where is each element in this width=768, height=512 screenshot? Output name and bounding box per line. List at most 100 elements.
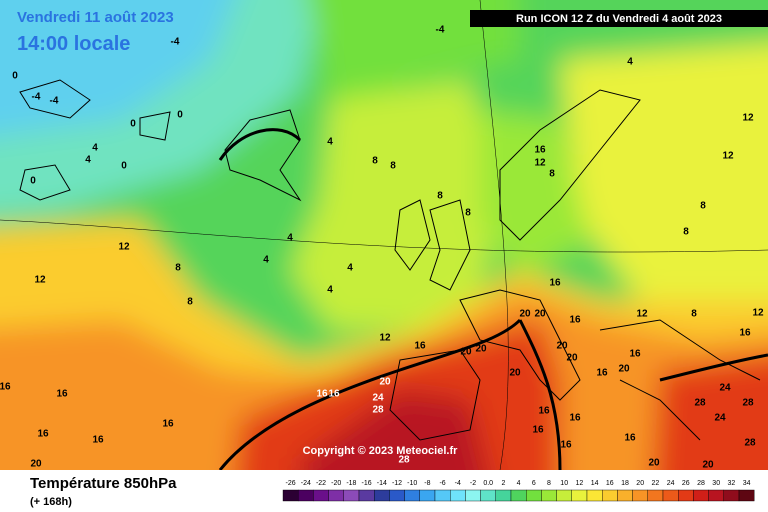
contour-label: 16 <box>549 278 561 289</box>
contour-label: 0 <box>12 71 18 82</box>
contour-label: 20 <box>534 309 546 320</box>
contour-label: 16 <box>538 406 550 417</box>
footer-title: Température 850hPa <box>30 475 177 492</box>
scale-swatch <box>313 489 329 502</box>
contour-label: 12 <box>34 275 46 286</box>
scale-swatch <box>526 489 542 502</box>
scale-swatch <box>298 489 314 502</box>
scale-label: -22 <box>316 480 326 487</box>
contour-label: 20 <box>618 364 630 375</box>
scale-label: 28 <box>697 480 705 487</box>
scale-label: 8 <box>547 480 551 487</box>
contour-label: 12 <box>118 242 130 253</box>
contour-label: 0 <box>30 176 36 187</box>
scale-swatch <box>404 489 421 502</box>
run-label: Run ICON 12 Z du Vendredi 4 août 2023 <box>516 13 722 25</box>
scale-swatch <box>571 489 588 502</box>
scale-swatch <box>480 489 497 502</box>
contour-label: 4 <box>287 233 293 244</box>
contour-label: 16 <box>739 328 751 339</box>
contour-label: 4 <box>92 143 98 154</box>
scale-label: 18 <box>621 480 629 487</box>
contour-label: 8 <box>683 227 689 238</box>
contour-label: 8 <box>390 161 396 172</box>
contour-label: 20 <box>379 377 391 388</box>
contour-label: 16 <box>569 315 581 326</box>
contour-label: 12 <box>534 158 546 169</box>
contour-label: 8 <box>175 263 181 274</box>
scale-swatch <box>693 489 709 502</box>
scale-swatch <box>617 489 633 502</box>
scale-label: -16 <box>362 480 372 487</box>
contour-label: 20 <box>566 353 578 364</box>
scale-swatch <box>328 489 345 502</box>
scale-label: -12 <box>392 480 402 487</box>
contour-label: 20 <box>30 459 42 470</box>
footer: Température 850hPa (+ 168h) -26 -24 -22 -2 0… <box>30 475 755 508</box>
contour-label: 28 <box>694 398 706 409</box>
scale-label: 0.0 <box>483 480 493 487</box>
scale-label: 2 <box>501 480 505 487</box>
contour-label: 20 <box>519 309 531 320</box>
scale-label: 14 <box>591 480 599 487</box>
scale-label: -24 <box>301 480 311 487</box>
scale-label: -18 <box>346 480 356 487</box>
scale-swatch <box>678 489 694 502</box>
contour-label: 4 <box>327 285 333 296</box>
run-box <box>470 10 768 27</box>
contour-label: 16 <box>316 389 328 400</box>
contour-label: 20 <box>460 347 472 358</box>
contour-label: 16 <box>532 425 544 436</box>
scale-swatch <box>358 489 375 502</box>
scale-swatch <box>723 489 740 502</box>
scale-label: -10 <box>407 480 417 487</box>
scale-label: 4 <box>517 480 521 487</box>
contour-label: 16 <box>328 389 340 400</box>
contour-label: -4 <box>171 37 180 48</box>
contour-label: 12 <box>636 309 648 320</box>
scale-swatch <box>510 489 527 502</box>
scale-label: -14 <box>377 480 387 487</box>
scale-swatch <box>647 489 664 502</box>
scale-label: -26 <box>286 480 296 487</box>
scale-label: 30 <box>712 480 720 487</box>
scale-label: 22 <box>652 480 660 487</box>
contour-label: 8 <box>549 169 555 180</box>
contour-label: 20 <box>702 460 714 470</box>
contour-label: 24 <box>714 413 726 424</box>
scale-label: -4 <box>455 480 461 487</box>
isotherms <box>218 128 768 470</box>
graticule <box>0 0 768 470</box>
contour-label: 16 <box>92 435 104 446</box>
contour-label: 12 <box>742 113 754 124</box>
contour-label: 24 <box>372 393 384 404</box>
contour-label: 16 <box>37 429 49 440</box>
contour-label: 20 <box>475 344 487 355</box>
contour-label: 8 <box>465 208 471 219</box>
scale-swatch <box>662 489 679 502</box>
scale-label: -6 <box>439 480 445 487</box>
copyright: Copyright © 2023 Meteociel.fr <box>303 445 459 457</box>
scale-label: 10 <box>560 480 568 487</box>
contour-label: 0 <box>130 119 136 130</box>
contour-label: 16 <box>56 389 68 400</box>
footer-lead: (+ 168h) <box>30 496 72 508</box>
contour-label: 4 <box>627 57 633 68</box>
scale-label: -2 <box>470 480 476 487</box>
contour-label: 16 <box>162 419 174 430</box>
scale-label: 12 <box>576 480 584 487</box>
contour-label: 4 <box>85 155 91 166</box>
scale-swatch <box>632 489 648 502</box>
scale-label: 24 <box>667 480 675 487</box>
contour-label: 4 <box>347 263 353 274</box>
date-title: Vendredi 11 août 2023 <box>17 9 174 26</box>
scale-swatch <box>343 489 360 502</box>
scale-swatch <box>738 489 755 502</box>
contour-label: 28 <box>742 398 754 409</box>
contour-label: 0 <box>121 161 127 172</box>
scale-label: 16 <box>606 480 614 487</box>
scale-swatch <box>602 489 618 502</box>
contour-label: 16 <box>629 349 641 360</box>
